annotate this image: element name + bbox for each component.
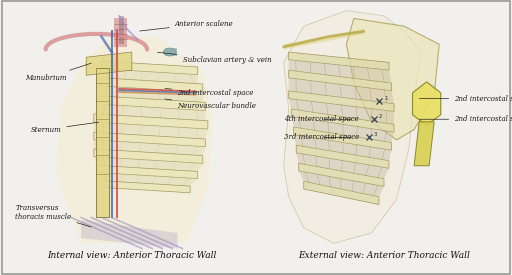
Text: 2nd intercostal space: 2nd intercostal space xyxy=(419,95,512,103)
Polygon shape xyxy=(304,181,379,205)
Ellipse shape xyxy=(163,48,176,56)
Polygon shape xyxy=(99,180,190,193)
Polygon shape xyxy=(291,109,394,132)
Polygon shape xyxy=(291,117,394,142)
Text: Manubrium: Manubrium xyxy=(26,63,91,82)
Polygon shape xyxy=(298,171,384,197)
Text: 2nd intercostal space: 2nd intercostal space xyxy=(419,115,512,123)
Polygon shape xyxy=(298,163,384,186)
Polygon shape xyxy=(289,70,392,91)
Text: Sternum: Sternum xyxy=(31,122,99,134)
Polygon shape xyxy=(94,140,205,156)
Polygon shape xyxy=(289,98,394,124)
Polygon shape xyxy=(296,145,389,168)
Text: Anterior scalene: Anterior scalene xyxy=(140,20,233,31)
Text: External view: Anterior Thoracic Wall: External view: Anterior Thoracic Wall xyxy=(298,251,470,260)
Text: 4th intercostal space: 4th intercostal space xyxy=(284,115,358,123)
Text: 3rd intercostal space: 3rd intercostal space xyxy=(284,133,359,141)
Text: Transversus
thoracis muscle: Transversus thoracis muscle xyxy=(15,204,91,227)
Polygon shape xyxy=(289,78,394,104)
Polygon shape xyxy=(289,60,392,83)
Polygon shape xyxy=(94,132,205,147)
Polygon shape xyxy=(101,61,198,75)
Polygon shape xyxy=(94,149,203,163)
Polygon shape xyxy=(94,122,208,139)
Polygon shape xyxy=(56,37,213,243)
Polygon shape xyxy=(99,86,203,102)
Polygon shape xyxy=(294,127,392,150)
Polygon shape xyxy=(289,91,394,111)
Text: 1: 1 xyxy=(384,96,388,101)
Polygon shape xyxy=(96,172,198,186)
Polygon shape xyxy=(94,114,208,129)
Polygon shape xyxy=(94,157,203,171)
Polygon shape xyxy=(346,18,439,140)
Text: Internal view: Anterior Thoracic Wall: Internal view: Anterior Thoracic Wall xyxy=(47,251,217,260)
Polygon shape xyxy=(101,69,198,84)
Polygon shape xyxy=(96,104,205,121)
Polygon shape xyxy=(99,78,203,92)
Polygon shape xyxy=(96,96,205,111)
Polygon shape xyxy=(284,11,422,243)
Text: Subclavian artery & vein: Subclavian artery & vein xyxy=(157,52,271,64)
Polygon shape xyxy=(294,135,392,161)
Text: 3: 3 xyxy=(374,132,377,137)
Text: 2nd intercostal space: 2nd intercostal space xyxy=(165,89,254,97)
Polygon shape xyxy=(414,122,434,166)
Polygon shape xyxy=(96,165,198,179)
Text: 2: 2 xyxy=(379,114,382,119)
Polygon shape xyxy=(296,153,389,179)
Polygon shape xyxy=(86,52,132,75)
Text: Neurovascular bundle: Neurovascular bundle xyxy=(165,99,257,110)
Polygon shape xyxy=(289,52,389,70)
Polygon shape xyxy=(413,82,441,126)
